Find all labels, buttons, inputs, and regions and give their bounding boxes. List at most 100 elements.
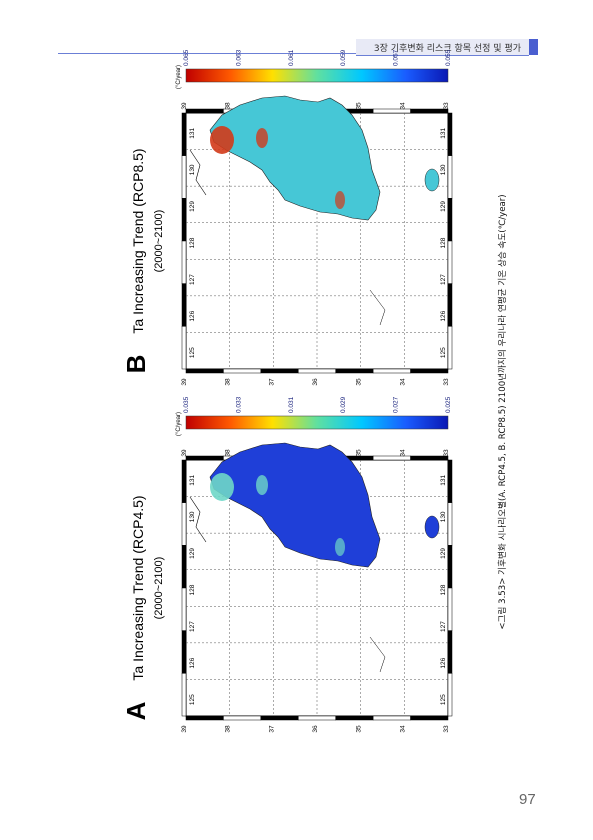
colorbar-unit: (°C/year) [176,65,182,89]
east-coastline [369,636,386,673]
colorbar [185,415,449,430]
map-border-bottom [410,715,449,721]
panel-b: B Ta Increasing Trend (RCP8.5) (2000~2100)… [121,49,453,386]
lat-tick-label: 38 [225,378,232,386]
panel-a: A Ta Increasing Trend (RCP4.5) (2000~2100)… [121,396,453,733]
map-border-left [181,112,187,156]
colorbar-tick-label: 0.031 [288,396,295,413]
map-border-left [181,326,187,370]
colorbar-tick-label: 0.033 [235,396,242,413]
lon-tick-label: 129 [440,201,447,212]
korea-landmass [209,95,381,221]
panel-title: Ta Increasing Trend (RCP8.5) [130,148,146,333]
map-border-right [447,545,453,589]
map-border-right [447,155,453,199]
map-border-bottom [335,368,374,374]
colorbar-tick-label: 0.029 [340,396,347,413]
map-border-right [447,198,453,242]
lon-tick-label: 130 [440,511,447,522]
lat-tick-label: 33 [443,378,450,386]
lon-tick-label: 131 [189,474,196,485]
header-accent-block [529,39,538,55]
lat-tick-label: 35 [356,102,363,110]
map-border-top [185,108,224,114]
map-border-right [447,112,453,156]
lon-tick-label: 130 [189,511,196,522]
lat-tick-label: 35 [356,449,363,457]
jeju-island [424,168,440,192]
korea-landmass [209,442,381,568]
lon-tick-label: 129 [189,201,196,212]
lon-tick-label: 130 [189,164,196,175]
lat-tick-label: 39 [181,725,188,733]
lat-tick-label: 36 [312,725,319,733]
map-border-left [181,630,187,674]
map-border-left [181,459,187,503]
map-border-right [447,502,453,546]
lon-tick-label: 131 [440,127,447,138]
lat-tick-label: 38 [225,449,232,457]
colorbar-tick-label: 0.035 [183,396,190,413]
page-number: 97 [519,791,536,808]
colorbar-tick-label: 0.055 [445,49,452,66]
map-border-bottom [372,715,411,721]
lon-tick-label: 129 [440,548,447,559]
lat-tick-label: 33 [443,449,450,457]
lon-tick-label: 128 [189,237,196,248]
map-border-right [447,459,453,503]
map-border-top [410,108,449,114]
map-border-right [447,326,453,370]
map-border-left [181,545,187,589]
lon-tick-label: 127 [440,274,447,285]
lon-tick-label: 126 [440,657,447,668]
map-border-bottom [260,715,299,721]
lon-tick-label: 126 [440,310,447,321]
lon-tick-label: 125 [440,694,447,705]
lon-tick-label: 126 [189,310,196,321]
map-border-right [447,673,453,717]
map-border-bottom [335,715,374,721]
colorbar-tick-label: 0.061 [288,49,295,66]
southwest-patch [335,538,345,556]
panel-letter: A [121,701,151,720]
lat-tick-label: 34 [399,725,406,733]
lat-tick-label: 39 [181,378,188,386]
colorbar-tick-label: 0.065 [183,49,190,66]
map-border-left [181,240,187,284]
map-border-left [181,283,187,327]
colorbar-tick-label: 0.057 [393,49,400,66]
lon-tick-label: 127 [189,621,196,632]
lat-tick-label: 35 [356,378,363,386]
map-border-right [447,283,453,327]
colorbar-tick-label: 0.027 [393,396,400,413]
map-border-left [181,673,187,717]
lon-tick-label: 128 [189,584,196,595]
lat-tick-label: 39 [181,449,188,457]
west-coast-patch [256,128,268,148]
lat-tick-label: 38 [225,102,232,110]
colorbar-tick-label: 0.059 [340,49,347,66]
map-border-top [185,455,224,461]
lon-tick-label: 129 [189,548,196,559]
jeju-island [424,515,440,539]
lat-tick-label: 33 [443,102,450,110]
map-border-left [181,198,187,242]
lon-tick-label: 127 [189,274,196,285]
map-border-bottom [298,715,336,721]
chapter-title: 3장 기후변화 리스크 항목 선정 및 평가 [373,44,521,54]
lat-tick-label: 34 [399,449,406,457]
map-border-bottom [372,368,411,374]
southwest-patch [335,191,345,209]
lat-tick-label: 36 [312,378,319,386]
colorbar [185,68,449,83]
west-coast-patch [256,475,268,495]
north-coastline [189,149,207,196]
panel-title: Ta Increasing Trend (RCP4.5) [130,495,146,680]
lon-tick-label: 128 [440,237,447,248]
lon-tick-label: 126 [189,657,196,668]
colorbar-unit: (°C/year) [176,412,182,436]
east-coastline [369,289,386,326]
map-border-left [181,155,187,199]
map-border-bottom [185,368,224,374]
